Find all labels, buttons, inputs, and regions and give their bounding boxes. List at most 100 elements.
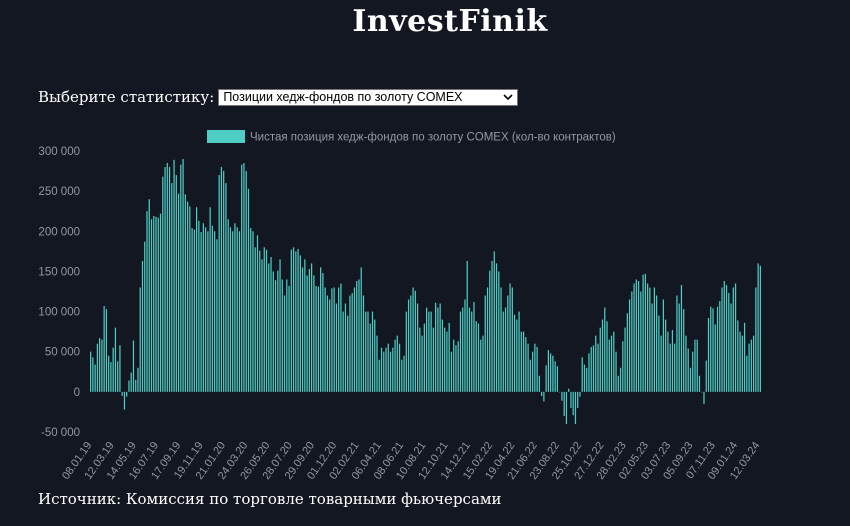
bar bbox=[212, 226, 213, 392]
bar bbox=[149, 199, 150, 392]
legend-label: Чистая позиция хедж-фондов по золоту COM… bbox=[250, 132, 616, 144]
bar bbox=[203, 223, 204, 392]
bar bbox=[304, 259, 305, 391]
bar bbox=[153, 216, 154, 392]
bar bbox=[584, 365, 585, 392]
bar bbox=[546, 365, 547, 391]
bar bbox=[724, 281, 725, 392]
bar bbox=[681, 285, 682, 392]
y-tick-label: 150 000 bbox=[38, 266, 80, 278]
bar bbox=[340, 283, 341, 391]
bar bbox=[717, 307, 718, 392]
bar bbox=[273, 271, 274, 391]
bar bbox=[505, 308, 506, 392]
bar bbox=[216, 239, 217, 392]
bar bbox=[615, 352, 616, 392]
bar bbox=[173, 160, 174, 392]
bar bbox=[243, 163, 244, 392]
bar bbox=[543, 392, 544, 402]
bar bbox=[692, 352, 693, 392]
bar bbox=[471, 312, 472, 392]
bar bbox=[555, 361, 556, 392]
bar-series bbox=[90, 159, 761, 424]
bar bbox=[746, 356, 747, 392]
bar bbox=[180, 165, 181, 392]
bar bbox=[288, 286, 289, 392]
bar bbox=[473, 302, 474, 392]
bar bbox=[250, 228, 251, 392]
bar bbox=[552, 356, 553, 392]
bar bbox=[541, 392, 542, 396]
bar bbox=[266, 250, 267, 392]
bar bbox=[137, 368, 138, 392]
bar bbox=[512, 287, 513, 391]
bar bbox=[300, 255, 301, 391]
bar bbox=[665, 320, 666, 392]
bar bbox=[726, 285, 727, 392]
bar bbox=[550, 353, 551, 392]
bar bbox=[223, 171, 224, 392]
bar bbox=[160, 214, 161, 392]
bar bbox=[379, 360, 380, 392]
bar bbox=[268, 263, 269, 391]
bar bbox=[728, 293, 729, 392]
bar bbox=[645, 274, 646, 392]
bar bbox=[476, 321, 477, 392]
bar bbox=[739, 332, 740, 392]
bar bbox=[674, 344, 675, 392]
bar bbox=[629, 300, 630, 392]
bar bbox=[117, 361, 118, 392]
bar bbox=[751, 340, 752, 392]
bar bbox=[595, 336, 596, 392]
bar bbox=[316, 286, 317, 392]
bar bbox=[282, 279, 283, 391]
bar bbox=[575, 392, 576, 424]
bar bbox=[735, 283, 736, 391]
y-tick-label: 0 bbox=[74, 387, 80, 399]
bar bbox=[656, 296, 657, 392]
bar bbox=[514, 315, 515, 392]
bar bbox=[354, 287, 355, 391]
bar bbox=[225, 183, 226, 392]
bar bbox=[205, 227, 206, 392]
statistic-select[interactable]: Позиции хедж-фондов по золоту COMEX bbox=[218, 89, 518, 106]
bar bbox=[252, 231, 253, 392]
bar bbox=[140, 287, 141, 391]
bar bbox=[564, 392, 565, 416]
bar bbox=[642, 275, 643, 392]
bar bbox=[566, 392, 567, 424]
bar bbox=[196, 207, 197, 392]
bar bbox=[126, 392, 127, 397]
bar bbox=[311, 263, 312, 391]
bar bbox=[106, 309, 107, 392]
bar bbox=[532, 352, 533, 392]
bar bbox=[606, 321, 607, 392]
bar bbox=[408, 300, 409, 392]
bar bbox=[557, 366, 558, 392]
bar bbox=[706, 361, 707, 392]
bar bbox=[115, 328, 116, 392]
site-title: InvestFinik bbox=[0, 4, 850, 39]
bar bbox=[451, 352, 452, 392]
chart-legend[interactable]: Чистая позиция хедж-фондов по золоту COM… bbox=[207, 130, 616, 144]
bar bbox=[182, 159, 183, 392]
bar bbox=[577, 392, 578, 408]
bar bbox=[604, 308, 605, 392]
bar bbox=[449, 323, 450, 392]
bar bbox=[500, 287, 501, 391]
bar bbox=[133, 340, 134, 391]
bar bbox=[426, 308, 427, 392]
bar bbox=[198, 221, 199, 392]
bar bbox=[494, 251, 495, 391]
bar bbox=[537, 347, 538, 392]
chart: Чистая позиция хедж-фондов по золоту COM… bbox=[0, 120, 850, 485]
bar bbox=[703, 392, 704, 404]
bar bbox=[482, 336, 483, 392]
bar bbox=[498, 271, 499, 391]
bar bbox=[410, 296, 411, 392]
bar bbox=[401, 360, 402, 392]
bar bbox=[649, 287, 650, 391]
bar bbox=[464, 300, 465, 392]
bar bbox=[611, 336, 612, 392]
bar bbox=[230, 227, 231, 392]
